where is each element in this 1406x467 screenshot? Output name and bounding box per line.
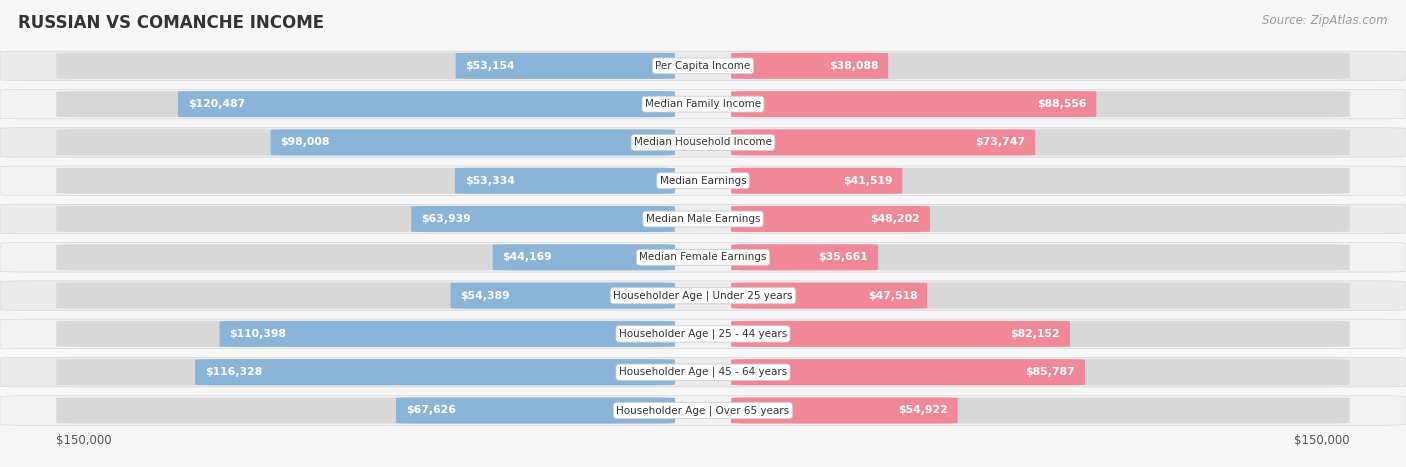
FancyBboxPatch shape [0, 396, 1406, 425]
FancyBboxPatch shape [0, 89, 1406, 119]
FancyBboxPatch shape [731, 244, 1350, 270]
Text: $63,939: $63,939 [420, 214, 471, 224]
Text: $150,000: $150,000 [56, 434, 112, 447]
FancyBboxPatch shape [731, 397, 1350, 424]
FancyBboxPatch shape [56, 397, 675, 424]
Text: Householder Age | 25 - 44 years: Householder Age | 25 - 44 years [619, 329, 787, 339]
Text: $47,518: $47,518 [868, 290, 917, 301]
Text: $88,556: $88,556 [1038, 99, 1087, 109]
Text: $120,487: $120,487 [188, 99, 245, 109]
Text: Source: ZipAtlas.com: Source: ZipAtlas.com [1263, 14, 1388, 27]
FancyBboxPatch shape [731, 129, 1350, 156]
Text: $41,519: $41,519 [844, 176, 893, 186]
FancyBboxPatch shape [0, 242, 1406, 272]
Text: Median Family Income: Median Family Income [645, 99, 761, 109]
Text: $54,922: $54,922 [898, 405, 948, 416]
FancyBboxPatch shape [731, 397, 957, 424]
FancyBboxPatch shape [0, 281, 1406, 311]
FancyBboxPatch shape [492, 244, 675, 270]
Text: Householder Age | Under 25 years: Householder Age | Under 25 years [613, 290, 793, 301]
FancyBboxPatch shape [731, 283, 1350, 309]
FancyBboxPatch shape [450, 283, 675, 309]
FancyBboxPatch shape [0, 51, 1406, 81]
FancyBboxPatch shape [56, 244, 675, 270]
FancyBboxPatch shape [731, 206, 929, 232]
FancyBboxPatch shape [396, 397, 675, 424]
FancyBboxPatch shape [56, 206, 675, 232]
Text: $116,328: $116,328 [205, 367, 262, 377]
Text: Householder Age | Over 65 years: Householder Age | Over 65 years [616, 405, 790, 416]
Text: $48,202: $48,202 [870, 214, 920, 224]
FancyBboxPatch shape [56, 53, 675, 79]
FancyBboxPatch shape [0, 319, 1406, 349]
FancyBboxPatch shape [731, 168, 1350, 194]
FancyBboxPatch shape [731, 244, 879, 270]
FancyBboxPatch shape [731, 359, 1350, 385]
Text: $53,154: $53,154 [465, 61, 515, 71]
Text: $35,661: $35,661 [818, 252, 869, 262]
FancyBboxPatch shape [56, 168, 675, 194]
FancyBboxPatch shape [731, 168, 903, 194]
FancyBboxPatch shape [271, 129, 675, 156]
Text: $82,152: $82,152 [1011, 329, 1060, 339]
FancyBboxPatch shape [0, 166, 1406, 196]
Text: Per Capita Income: Per Capita Income [655, 61, 751, 71]
Text: $53,334: $53,334 [465, 176, 515, 186]
FancyBboxPatch shape [411, 206, 675, 232]
FancyBboxPatch shape [731, 283, 927, 309]
Text: $67,626: $67,626 [406, 405, 456, 416]
Text: $150,000: $150,000 [1294, 434, 1350, 447]
FancyBboxPatch shape [456, 168, 675, 194]
Text: $98,008: $98,008 [281, 137, 330, 148]
FancyBboxPatch shape [56, 129, 675, 156]
FancyBboxPatch shape [56, 283, 675, 309]
FancyBboxPatch shape [731, 321, 1070, 347]
FancyBboxPatch shape [731, 53, 889, 79]
FancyBboxPatch shape [56, 359, 675, 385]
FancyBboxPatch shape [731, 359, 1085, 385]
FancyBboxPatch shape [0, 204, 1406, 234]
FancyBboxPatch shape [731, 206, 1350, 232]
Text: $44,169: $44,169 [502, 252, 553, 262]
FancyBboxPatch shape [195, 359, 675, 385]
Text: $73,747: $73,747 [976, 137, 1025, 148]
Text: $54,389: $54,389 [460, 290, 510, 301]
FancyBboxPatch shape [731, 321, 1350, 347]
FancyBboxPatch shape [0, 127, 1406, 157]
Text: Median Earnings: Median Earnings [659, 176, 747, 186]
Text: Median Male Earnings: Median Male Earnings [645, 214, 761, 224]
Text: Median Female Earnings: Median Female Earnings [640, 252, 766, 262]
Text: $85,787: $85,787 [1025, 367, 1076, 377]
FancyBboxPatch shape [0, 357, 1406, 387]
FancyBboxPatch shape [731, 91, 1097, 117]
Text: Median Household Income: Median Household Income [634, 137, 772, 148]
FancyBboxPatch shape [56, 91, 675, 117]
FancyBboxPatch shape [731, 53, 1350, 79]
Text: Householder Age | 45 - 64 years: Householder Age | 45 - 64 years [619, 367, 787, 377]
Text: RUSSIAN VS COMANCHE INCOME: RUSSIAN VS COMANCHE INCOME [18, 14, 325, 32]
FancyBboxPatch shape [731, 91, 1350, 117]
FancyBboxPatch shape [456, 53, 675, 79]
FancyBboxPatch shape [179, 91, 675, 117]
Text: $110,398: $110,398 [229, 329, 287, 339]
Text: $38,088: $38,088 [830, 61, 879, 71]
FancyBboxPatch shape [219, 321, 675, 347]
FancyBboxPatch shape [56, 321, 675, 347]
FancyBboxPatch shape [731, 129, 1035, 156]
